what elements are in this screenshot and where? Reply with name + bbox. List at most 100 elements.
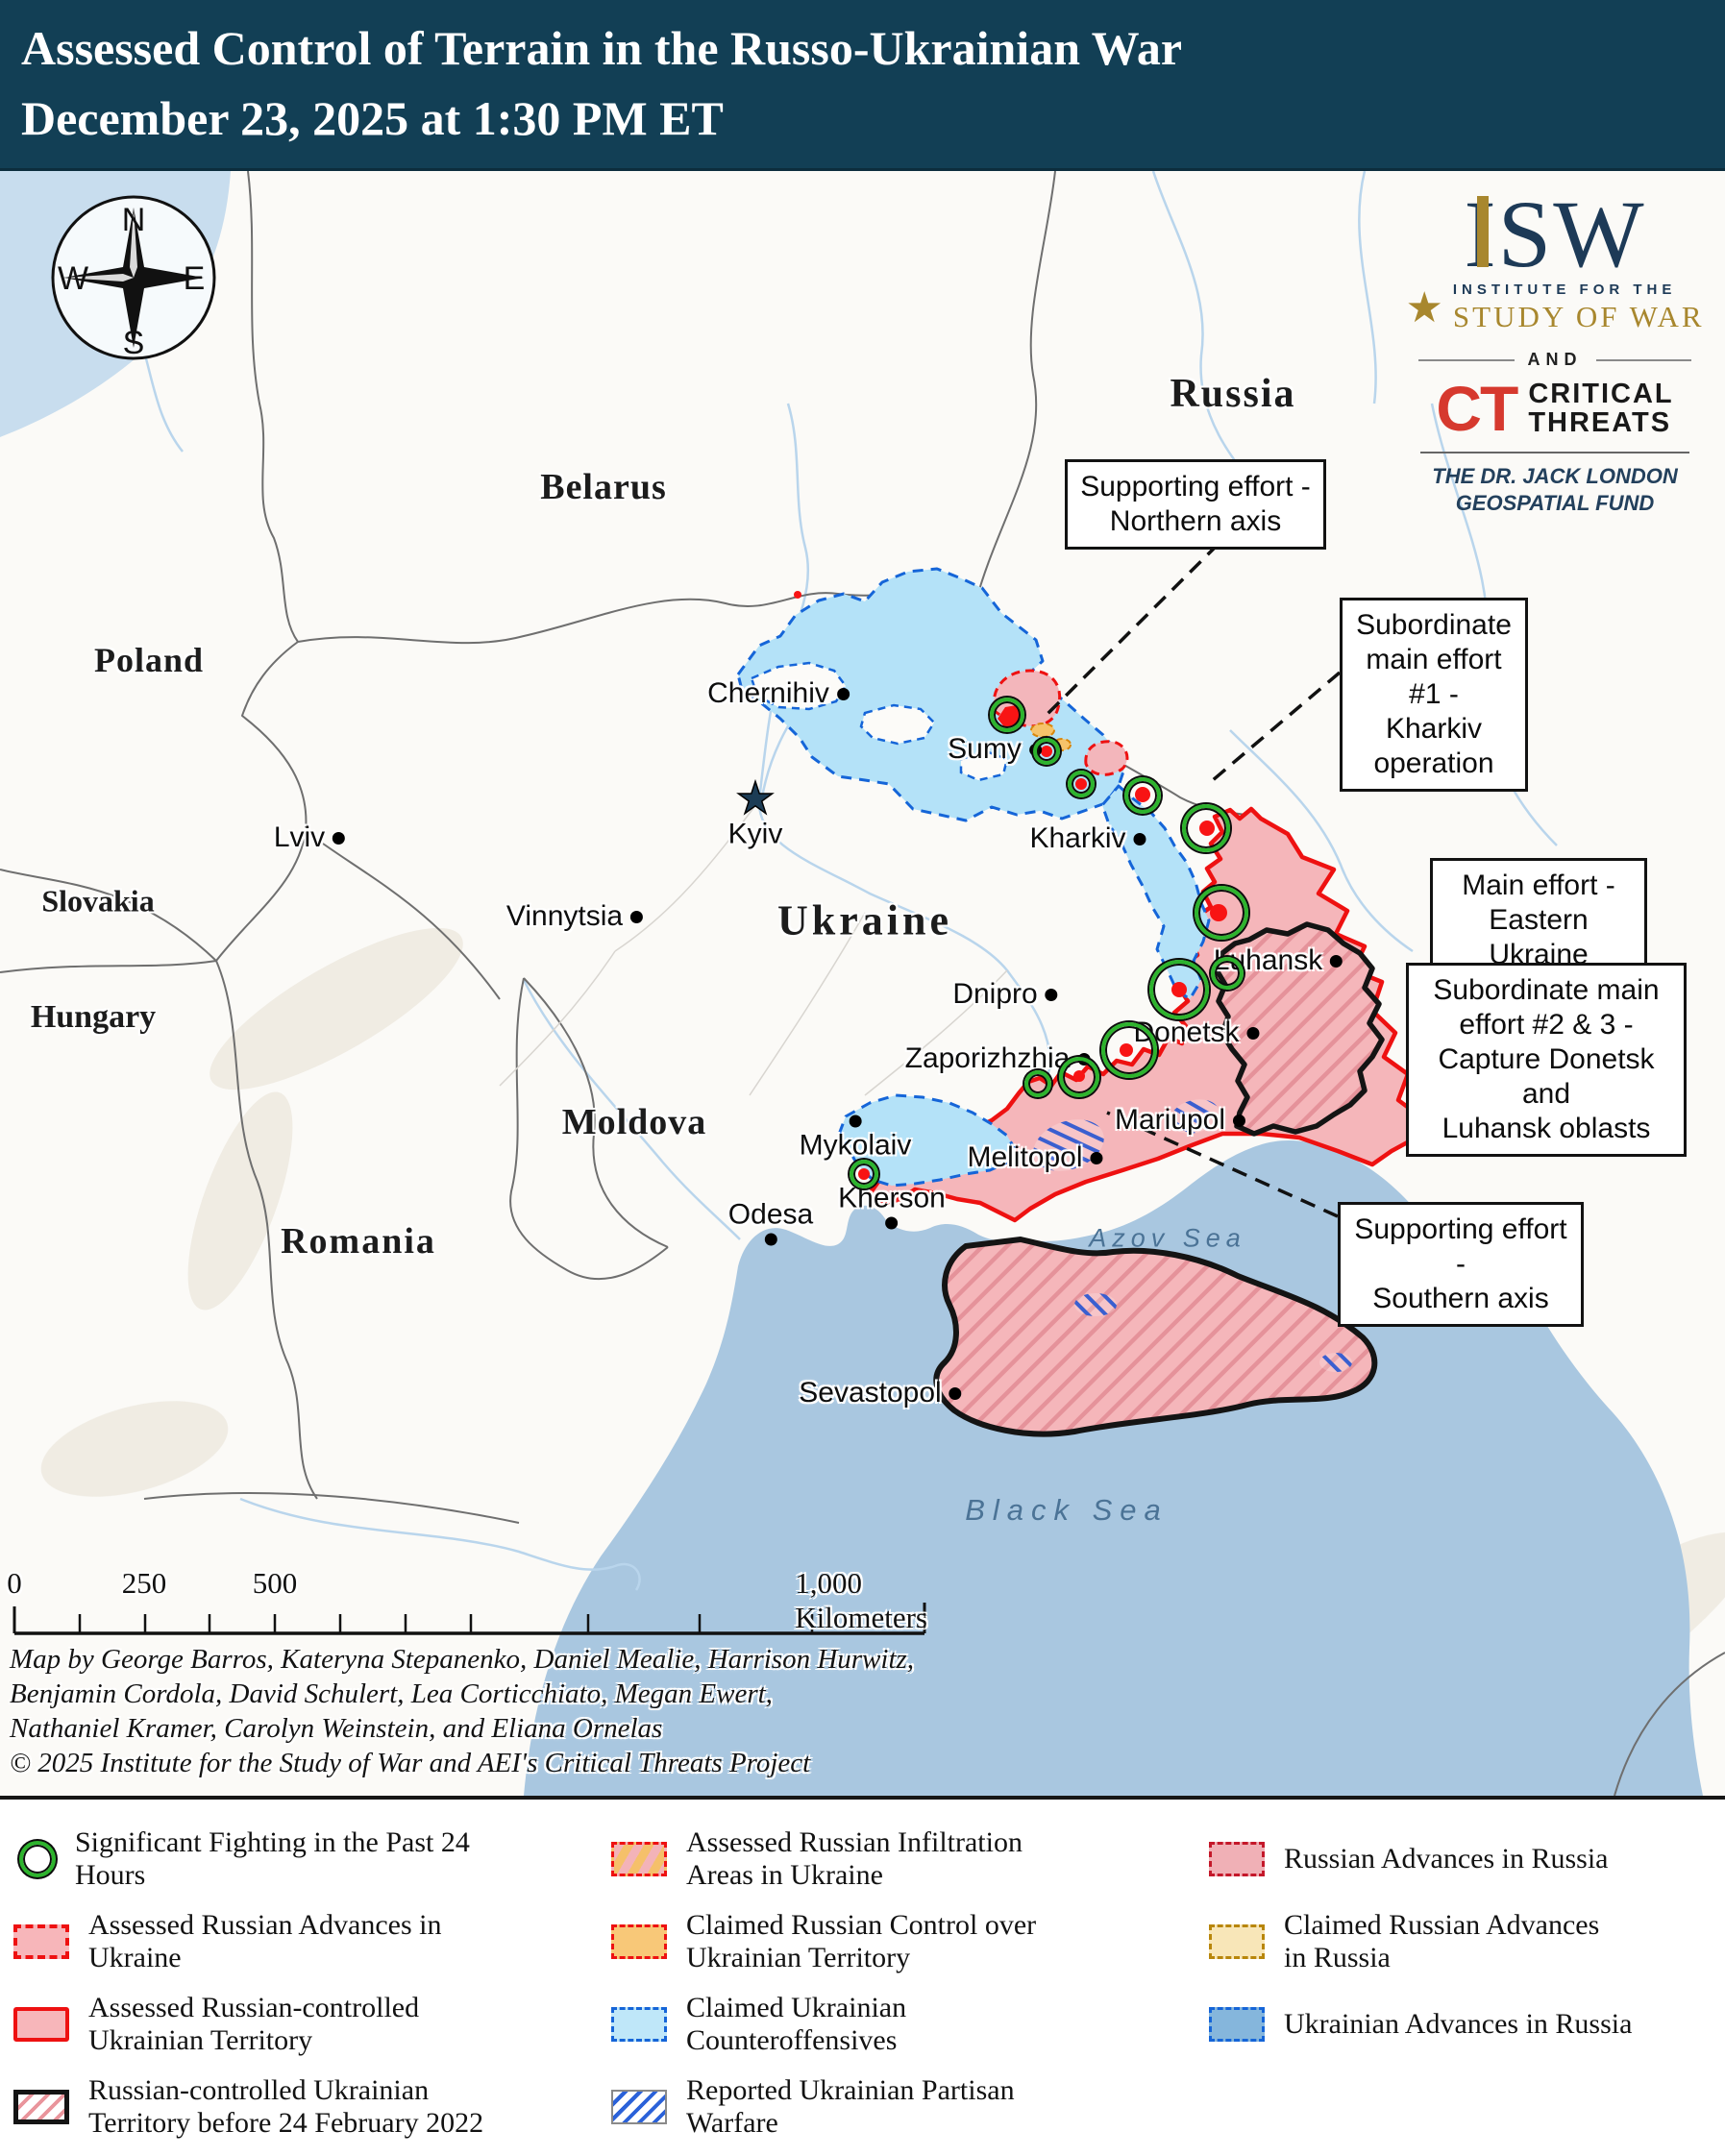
city-name: Dnipro [952,978,1038,1010]
city-dot-icon [1090,1151,1103,1164]
legend-item: Ukrainian Advances in Russia [1209,1984,1718,2065]
map-date: December 23, 2025 at 1:30 PM ET [21,90,724,145]
legend-column-1: Significant Fighting in the Past 24 Hour… [13,1800,600,2149]
significant-fighting-marker [1059,1057,1099,1097]
legend-label: Assessed Russian Infiltration Areas in U… [686,1826,1023,1891]
effort-callout-box: Subordinate main effort #2 & 3 - Capture… [1406,963,1687,1157]
pre2022-donbas-area [1213,921,1385,1137]
effort-callout-box: Supporting effort - Northern axis [1065,459,1326,550]
russian-advances-in-russia [992,669,1129,776]
compass-west-label: W [58,260,88,297]
city-name: Sumy [948,733,1022,765]
city-marker: ★ Chernihiv [707,677,850,710]
legend-swatch-icon [1209,1924,1265,1959]
counteroffensive-pockets [750,661,1009,782]
legend-swatch-icon [611,2007,667,2042]
city-dot-icon [1233,1114,1246,1127]
country-label: Moldova [561,1102,707,1142]
isw-study-of-war-label: STUDY OF WAR [1452,300,1705,333]
map-body: N E S W ISW ★ INSTITUTE FOR THE STUDY OF… [0,171,1725,1796]
legend-item: Claimed Ukrainian Counteroffensives [611,1984,1197,2065]
city-name: Kherson [838,1182,946,1214]
city-marker: ★ Odesa [728,1199,813,1246]
significant-fighting-marker [990,698,1024,732]
scale-bar: 0 250 500 1,000 Kilometers [0,1566,961,1634]
map-title: Assessed Control of Terrain in the Russo… [21,21,1183,75]
significant-fighting-marker [1211,957,1244,990]
country-label: Ukraine [777,896,952,944]
city-name: Lviv [273,821,326,853]
city-dot-icon [1045,988,1058,1001]
partisan-warfare-areas [1033,1099,1352,1372]
legend-swatch-icon [1209,1842,1265,1876]
legend-item: Assessed Russian Advances in Ukraine [13,1901,600,1982]
city-marker: ★ Kherson [838,1183,946,1230]
city-name: Odesa [727,1198,814,1231]
and-divider: AND [1418,350,1691,370]
legend-swatch-icon [611,2090,667,2124]
city-marker: ★ Mykolaiv [799,1115,912,1163]
geospatial-fund-label: THE DR. JACK LONDON GEOSPATIAL FUND [1432,463,1678,516]
rivers [114,171,1558,1591]
ct-acronym: CT [1436,372,1518,444]
legend-item: Claimed Russian Control over Ukrainian T… [611,1901,1197,1982]
legend-column-3: Russian Advances in Russia Claimed Russi… [1209,1800,1718,2067]
scale-bar-label: 500 [252,1566,298,1600]
city-name: Sevastopol [799,1377,942,1409]
city-marker: ★ Kharkiv [1029,822,1146,855]
legend-item: Significant Fighting in the Past 24 Hour… [13,1819,600,1899]
city-dot-icon [764,1233,777,1246]
significant-fighting-marker [1033,738,1060,765]
significant-fighting-marker [1101,1022,1157,1078]
capital-star-icon: ★ [735,772,776,823]
legend-label: Assessed Russian Advances in Ukraine [88,1909,442,1973]
compass-north-label: N [122,202,146,238]
sea-label: Azov Sea [1089,1223,1246,1253]
compass-east-label: E [184,260,206,297]
significant-fighting-marker [1124,777,1161,814]
legend-swatch-icon [13,2090,69,2124]
isw-star-icon: ★ [1405,283,1443,331]
isw-acronym: ISW [1464,181,1646,287]
legend-label: Claimed Russian Advances in Russia [1284,1909,1600,1973]
city-dot-icon [630,910,644,923]
ct-critical-label: CRITICAL [1528,379,1674,409]
isw-gold-bar-icon [1477,196,1490,267]
country-label: Russia [1170,372,1296,416]
legend-item: Claimed Russian Advances in Russia [1209,1901,1718,1982]
legend-swatch-icon [13,2007,69,2042]
country-label: Poland [93,641,205,679]
legend-item: Reported Ukrainian Partisan Warfare [611,2067,1197,2147]
city-dot-icon [949,1386,962,1400]
crimea-area [933,1237,1378,1437]
city-marker: ★ Kyiv [727,772,783,850]
city-name: Mykolaiv [799,1129,912,1162]
scale-bar-ticks [12,1603,926,1635]
legend: Significant Fighting in the Past 24 Hour… [0,1796,1725,2156]
city-dot-icon [849,1115,862,1128]
map-credits: Map by George Barros, Kateryna Stepanenk… [10,1644,915,1778]
isw-institute-label: INSTITUTE FOR THE [1452,282,1677,298]
country-label: Romania [281,1221,436,1262]
legend-swatch-icon [611,1842,667,1876]
significant-fighting-marker [1024,1070,1051,1097]
fund-divider [1420,451,1689,453]
city-dot-icon [1133,832,1146,845]
scale-bar-label: 0 [7,1566,22,1600]
significant-fighting-marker [1182,804,1230,852]
legend-item: Russian Advances in Russia [1209,1819,1718,1899]
city-name: Kyiv [727,818,783,850]
city-dot-icon [333,831,346,845]
legend-swatch-icon [611,1924,667,1959]
country-label: Slovakia [41,883,155,919]
city-dot-icon [885,1216,899,1230]
legend-label: Claimed Ukrainian Counteroffensives [686,1992,907,2056]
legend-swatch-icon [1209,2007,1265,2042]
scale-bar-label: 250 [121,1566,167,1600]
legend-swatch-icon [13,1924,69,1959]
city-name: Zaporizhzhia [904,1042,1071,1074]
city-dot-icon [836,687,850,700]
city-name: Kharkiv [1029,822,1126,854]
compass-rose: N E S W [48,192,219,363]
